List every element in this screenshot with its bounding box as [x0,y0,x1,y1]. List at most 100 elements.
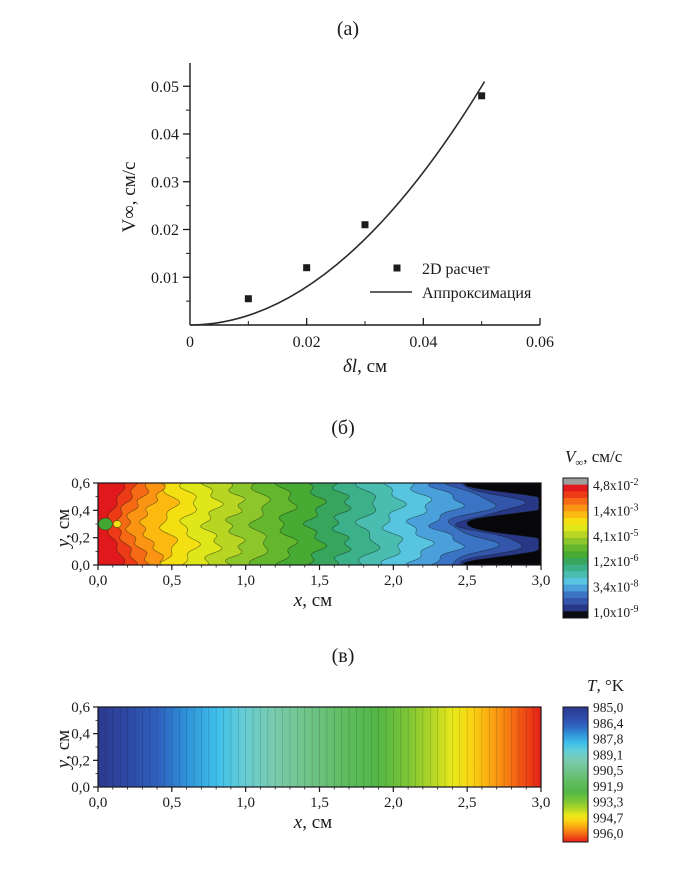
colorbar-tick-label: 990,5 [593,763,624,778]
colorbar-band [563,511,588,519]
colorbar-band [563,551,588,559]
colorbar-band [563,584,588,592]
y-tick-label: 0,6 [71,476,90,492]
panel-b-y-axis-label: y, см [53,509,74,549]
y-tick-label: 0,4 [71,503,90,519]
colorbar-tick-label: 3,4x10-8 [593,579,638,595]
colorbar-band [563,518,588,526]
colorbar-band [563,571,588,579]
contour-spot [98,517,113,531]
colorbar-band [563,591,588,599]
x-tick-label: 0,0 [89,795,108,811]
colorbar-tick-label: 993,3 [593,795,624,810]
colorbar-tick-label: 1,2x10-6 [593,553,638,569]
y-tick-label: 0,2 [71,531,90,547]
panel-b-contour-field [97,482,542,566]
colorbar-tick-label: 994,7 [593,810,624,825]
panel-a-y-axis-label: V∞, см/с [119,162,140,233]
data-point-square [361,221,369,229]
panel-a-ticks [183,85,541,325]
colorbar-band [563,558,588,566]
colorbar-band [563,524,588,532]
panel-a-tick-labels: 0.01 0.02 0.03 0.04 0.05 0 0.02 0.04 0.06 [151,79,554,351]
panel-v-colorbar [562,706,589,843]
panel-a-title: (а) [337,18,359,40]
y-tick-label: 0,6 [71,700,90,716]
panel-b-contour-map: (б) 0,0 0,5 1,0 1,5 2,0 2,5 3,0 0,0 0,2 0,4 0,6 y,… [53,417,638,620]
x-tick-label: 2,0 [384,795,403,811]
colorbar-band [563,498,588,506]
panel-a-legend: 2D расчет Аппроксимация [370,261,532,302]
colorbar-band [563,598,588,606]
y-tick-label: 0.05 [151,79,179,96]
data-point-square [478,92,486,100]
x-tick-label: 2,5 [458,573,477,589]
colorbar-band [563,491,588,499]
x-tick-label: 0,0 [89,573,108,589]
colorbar-band [563,504,588,512]
panel-v-colorbar-title: T, °K [587,676,625,695]
colorbar-tick-label: 4,1x10-5 [593,528,638,544]
colorbar-frame [562,706,589,843]
data-point-square [244,295,252,303]
y-tick-label: 0.03 [151,174,179,191]
x-tick-label: 0.06 [526,334,554,351]
x-tick-label: 1,0 [236,795,255,811]
colorbar-band [563,531,588,539]
x-tick-label: 3,0 [532,573,551,589]
colorbar-band [563,578,588,586]
panel-v-temperature-heatmap: (в) 0,0 0,5 1,0 1,5 2,0 2,5 3,0 0,0 0,2 0,4 0,6 y,… [53,645,625,843]
y-tick-label: 0.04 [151,127,179,144]
colorbar-tick-label: 996,0 [593,826,624,841]
x-tick-label: 0,5 [162,573,181,589]
approximation-curve [189,81,486,326]
data-point-square [303,264,311,272]
panel-v-y-axis-label: y, см [53,730,74,770]
heatmap-field [98,707,541,787]
colorbar-band [563,611,588,619]
colorbar-gradient-bar [563,707,588,842]
x-tick-label: 1,5 [310,795,329,811]
colorbar-tick-label: 1,0x10-9 [593,604,638,620]
y-tick-label: 0,0 [71,780,90,796]
legend-label-approximation: Аппроксимация [422,285,532,302]
y-tick-label: 0,0 [71,558,90,574]
panel-b-tick-labels: 0,0 0,5 1,0 1,5 2,0 2,5 3,0 0,0 0,2 0,4 0,6 [71,476,550,589]
panel-b-x-axis-label: x, см [293,590,332,611]
x-tick-label: 2,5 [458,795,477,811]
y-tick-label: 0,4 [71,727,90,743]
x-tick-label: 2,0 [384,573,403,589]
panel-v-x-axis-label: x, см [293,812,332,833]
colorbar-band [563,544,588,552]
colorbar-band [563,538,588,546]
colorbar-tick-label: 989,1 [593,747,623,762]
panel-v-title: (в) [332,645,355,667]
panel-b-title: (б) [331,417,355,439]
panel-v-tick-labels: 0,0 0,5 1,0 1,5 2,0 2,5 3,0 0,0 0,2 0,4 0,6 [71,700,550,811]
panel-b-ticks [93,482,542,570]
panel-a-scatter-plot: (а) 0.01 0.02 0.03 0.04 0.05 0 0.02 0.04 0.06 V∞… [119,18,554,377]
panel-a-data-series [189,81,486,326]
x-tick-label: 0.04 [409,334,437,351]
x-tick-label: 1,5 [310,573,329,589]
colorbar-frame [562,477,589,619]
colorbar-band [563,604,588,612]
legend-square-marker-icon [393,264,401,272]
panel-v-ticks [93,706,542,792]
colorbar-tick-label: 991,9 [593,779,624,794]
y-tick-label: 0.01 [151,270,179,287]
colorbar-band [563,484,588,492]
colorbar-tick-label: 986,4 [593,716,624,731]
panel-a-x-axis-label: δl, см [343,356,387,377]
colorbar-band [563,478,588,486]
y-tick-label: 0,2 [71,753,90,769]
panel-b-colorbar-labels: 4,8x10-2 1,4x10-3 4,1x10-5 1,2x10-6 3,4x10-8… [593,477,638,620]
colorbar-band [563,564,588,572]
colorbar-tick-label: 1,4x10-3 [593,502,638,518]
x-tick-label: 0 [186,334,194,351]
panel-b-colorbar [562,477,589,619]
x-tick-label: 1,0 [236,573,255,589]
x-tick-label: 0,5 [162,795,181,811]
panel-b-colorbar-title: V∞, см/с [565,447,623,469]
